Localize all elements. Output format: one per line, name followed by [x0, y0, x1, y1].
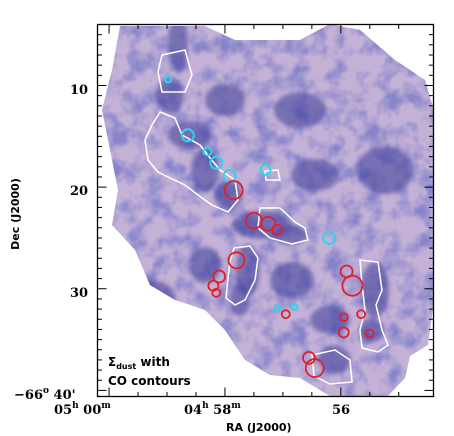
- y-tick-10: 10: [70, 83, 88, 98]
- cyan-circle-0: [164, 75, 173, 84]
- y-tick-20: 20: [70, 184, 88, 199]
- red-circle-2: [260, 215, 277, 232]
- red-circle-13: [338, 312, 349, 323]
- source-circles: [164, 75, 375, 378]
- red-circle-4: [227, 251, 246, 270]
- cyan-circle-1: [180, 128, 195, 143]
- annotation-line-2: CO contours: [108, 374, 191, 388]
- plot-frame: [96, 23, 435, 398]
- y-axis-title: Dec (J2000): [9, 178, 22, 250]
- axis-ticks: [97, 24, 434, 397]
- dust-lane-8: [230, 284, 250, 316]
- dust-lane-19: [205, 84, 245, 116]
- red-circle-3: [271, 223, 283, 236]
- co-contour-0: [157, 49, 193, 93]
- cyan-circle-5: [259, 163, 272, 176]
- dust-lane-2: [168, 121, 212, 149]
- dust-lane-18: [274, 92, 326, 128]
- red-circle-8: [280, 309, 291, 320]
- red-circle-16: [364, 328, 375, 339]
- cyan-circle-2: [202, 146, 213, 157]
- co-contour-2: [264, 169, 281, 181]
- dust-lane-15: [189, 247, 221, 283]
- dust-lane-17: [357, 146, 413, 194]
- red-circle-7: [211, 287, 222, 298]
- dust-lane-0: [168, 24, 188, 73]
- dust-lane-1: [156, 77, 184, 113]
- cyan-circle-8: [273, 304, 282, 313]
- annotation-line-1: Σdust with: [108, 355, 170, 371]
- red-circle-5: [212, 269, 227, 284]
- y-tick-40: −66o 40': [14, 386, 76, 403]
- dust-lane-10: [310, 306, 350, 334]
- co-contour-4: [225, 245, 259, 306]
- dust-surface-density-map: [102, 24, 434, 396]
- red-circle-9: [302, 350, 316, 365]
- co-contour-3: [257, 207, 309, 245]
- cyan-circle-6: [322, 230, 337, 245]
- dust-lane-4: [214, 181, 242, 209]
- y-tick-30: 30: [70, 286, 88, 301]
- dust-lane-16: [291, 159, 339, 191]
- co-contour-6: [311, 349, 353, 385]
- dust-lane-11: [361, 262, 389, 318]
- dust-lane-9: [270, 262, 314, 298]
- x-axis-title: RA (J2000): [226, 421, 292, 434]
- dust-lane-14: [124, 280, 176, 320]
- cyan-circle-7: [290, 303, 299, 312]
- co-contour-1: [144, 111, 239, 213]
- dust-lane-13: [319, 346, 351, 374]
- x-tick-05h00m: 05h 00m: [54, 401, 111, 418]
- cyan-circle-3: [209, 155, 224, 170]
- x-tick-56: 56: [332, 403, 350, 418]
- red-circle-15: [337, 326, 350, 339]
- red-circle-10: [304, 358, 325, 378]
- co-contours: [144, 49, 389, 385]
- x-tick-04h58m: 04h 58m: [184, 401, 241, 418]
- dust-lane-6: [272, 225, 308, 245]
- red-circle-12: [341, 274, 364, 297]
- red-circle-0: [223, 180, 244, 201]
- red-circle-14: [356, 309, 366, 320]
- co-contour-5: [359, 259, 389, 353]
